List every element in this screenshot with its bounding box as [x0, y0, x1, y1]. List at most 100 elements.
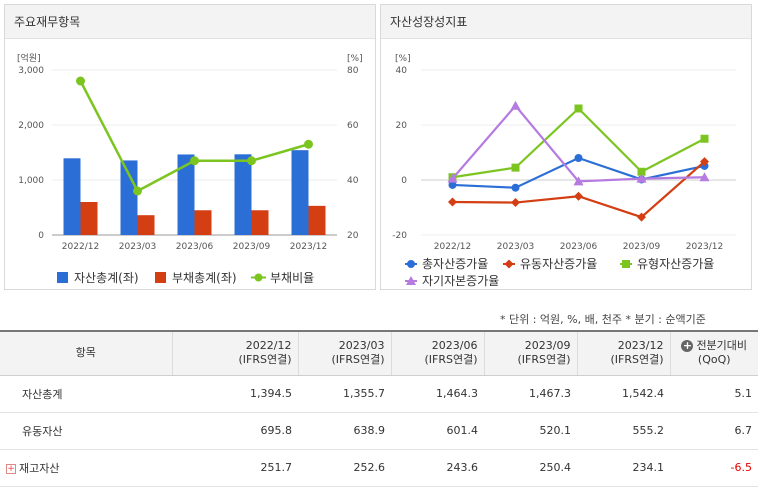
table-cell: 234.1: [577, 449, 670, 486]
bar-total-liabilities: [81, 202, 98, 235]
point-debt-ratio: [304, 140, 313, 149]
x-tick-label: 2023/09: [623, 242, 661, 252]
table-cell: 638.9: [298, 412, 391, 449]
table-cell: 252.6: [298, 449, 391, 486]
header-period: 2022/12: [173, 339, 292, 353]
y-left-unit: [억원]: [17, 52, 41, 64]
legend-swatch: [255, 274, 263, 282]
y-right-tick-label: 60: [347, 121, 359, 131]
legend-label: 자산총계(좌): [74, 271, 139, 285]
header-basis: (IFRS연결): [485, 353, 571, 367]
header-basis: (IFRS연결): [299, 353, 385, 367]
x-tick-label: 2023/06: [176, 242, 214, 252]
row-label-text: 자산총계: [22, 388, 62, 401]
header-period: 2023/03: [299, 339, 385, 353]
y-right-tick-label: 20: [347, 231, 359, 241]
point-debt-ratio: [133, 187, 142, 196]
legend-label: 부채비율: [270, 271, 314, 285]
bar-total-assets: [235, 154, 252, 235]
bar-total-assets: [292, 150, 309, 235]
qoq-cell: 5.1: [670, 375, 758, 412]
table-cell: 555.2: [577, 412, 670, 449]
table-cell: 250.4: [484, 449, 577, 486]
row-label-text: 재고자산: [19, 462, 59, 475]
table-cell: 251.7: [172, 449, 298, 486]
row-label: 유동자산: [0, 412, 172, 449]
bar-total-liabilities: [309, 206, 326, 235]
series-point: [511, 101, 521, 110]
point-debt-ratio: [76, 77, 85, 86]
x-tick-label: 2023/03: [497, 242, 534, 252]
legend-marker: [505, 260, 514, 269]
header-period-col: 2023/06(IFRS연결): [391, 331, 484, 375]
y-tick-label: 40: [396, 66, 408, 76]
series-line: [453, 109, 705, 178]
expand-row-plus-icon[interactable]: +: [6, 464, 16, 474]
table-header-row: 항목 2022/12(IFRS연결) 2023/03(IFRS연결) 2023/…: [0, 331, 758, 375]
row-label-text: 유동자산: [22, 425, 62, 438]
legend-label: 유형자산증가율: [637, 257, 714, 271]
table-cell: 601.4: [391, 412, 484, 449]
x-tick-label: 2023/03: [119, 242, 156, 252]
table-cell: 695.8: [172, 412, 298, 449]
header-basis: (IFRS연결): [173, 353, 292, 367]
y-left-tick-label: 0: [38, 231, 44, 241]
header-period: 2023/06: [392, 339, 478, 353]
bar-total-assets: [64, 158, 81, 235]
series-point: [575, 154, 583, 162]
legend-marker: [407, 260, 415, 268]
y-tick-label: 20: [396, 121, 408, 131]
x-tick-label: 2023/06: [560, 242, 598, 252]
header-item: 항목: [0, 331, 172, 375]
x-tick-label: 2023/09: [233, 242, 271, 252]
x-tick-label: 2022/12: [62, 242, 99, 252]
bar-total-liabilities: [252, 210, 269, 235]
y-right-tick-label: 80: [347, 66, 359, 76]
bar-total-liabilities: [138, 215, 155, 235]
y-left-tick-label: 3,000: [18, 66, 44, 76]
header-basis: (IFRS연결): [392, 353, 478, 367]
row-label[interactable]: +재고자산: [0, 449, 172, 486]
add-column-plus-icon[interactable]: +: [681, 340, 693, 352]
header-qoq: +전분기대비 (QoQ): [670, 331, 758, 375]
series-point: [511, 198, 520, 207]
y-right-tick-label: 40: [347, 176, 359, 186]
header-period: 2023/09: [485, 339, 571, 353]
table-cell: 1,394.5: [172, 375, 298, 412]
x-tick-label: 2022/12: [434, 242, 471, 252]
series-line: [453, 162, 705, 218]
header-basis: (IFRS연결): [578, 353, 664, 367]
financial-table: 항목 2022/12(IFRS연결) 2023/03(IFRS연결) 2023/…: [0, 330, 758, 487]
legend-label: 부채총계(좌): [172, 271, 237, 285]
x-tick-label: 2023/12: [686, 242, 723, 252]
unit-note: * 단위 : 억원, %, 배, 천주 * 분기 : 순액기준: [500, 311, 706, 327]
table-cell: 1,464.3: [391, 375, 484, 412]
legend-swatch: [155, 272, 166, 283]
financial-items-title: 주요재무항목: [5, 5, 375, 39]
header-period-col: 2023/09(IFRS연결): [484, 331, 577, 375]
row-label: 자산총계: [0, 375, 172, 412]
table-cell: 243.6: [391, 449, 484, 486]
asset-growth-title: 자산성장성지표: [381, 5, 751, 39]
header-qoq-label: 전분기대비: [696, 339, 747, 352]
x-tick-label: 2023/12: [290, 242, 327, 252]
qoq-cell: 6.7: [670, 412, 758, 449]
legend-swatch: [57, 272, 68, 283]
header-qoq-sub: (QoQ): [671, 353, 758, 367]
series-point: [574, 192, 583, 201]
table-cell: 520.1: [484, 412, 577, 449]
y-left-tick-label: 2,000: [18, 121, 44, 131]
bar-total-assets: [121, 160, 138, 235]
header-period-col: 2022/12(IFRS연결): [172, 331, 298, 375]
legend-label: 자기자본증가율: [422, 274, 499, 288]
y-tick-label: 0: [401, 176, 407, 186]
legend-label: 총자산증가율: [422, 257, 488, 271]
series-point: [575, 105, 583, 113]
